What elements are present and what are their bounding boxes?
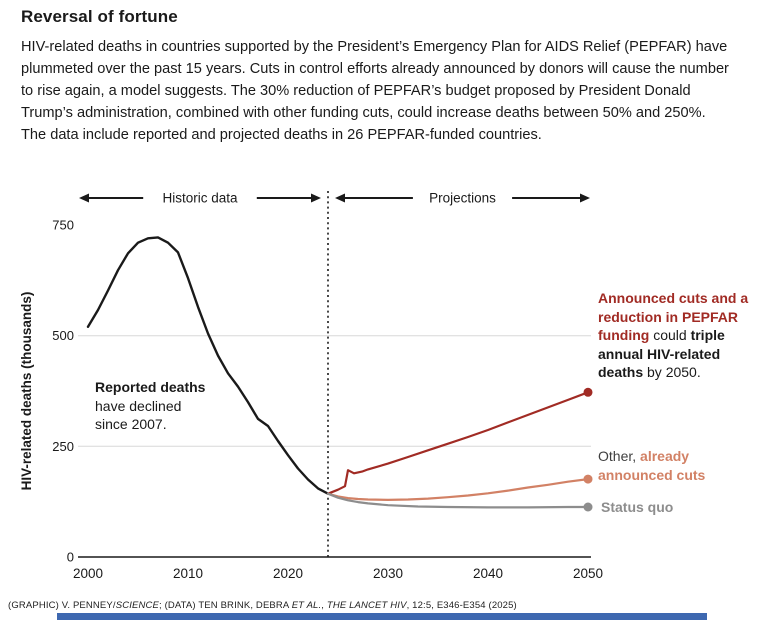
credit-p4: , 12:5, E346-E354 (2025) [406,600,517,611]
chart-description: HIV-related deaths in countries supporte… [21,39,729,143]
series-end-dot-3 [583,502,593,512]
credit-p1: (GRAPHIC) V. PENNEY/ [8,600,116,611]
chart-canvas: 0 250 500 750 2000 2010 2020 2030 2040 2050 HIV-re… [19,191,603,582]
series-end-dot-2 [583,474,593,484]
region-label: Projections [429,191,496,206]
series-line-3 [326,492,590,509]
x-tick-label: 2040 [473,566,503,581]
x-tick-label: 2010 [173,566,203,581]
annotation-cuts-mid: could [649,327,691,343]
y-tick-label: 250 [52,439,74,454]
arrow-head-left [79,193,89,203]
annotation-cuts-bold: triple annual HIV-related deaths [598,327,725,380]
credit-p3: , [321,600,327,611]
x-tick-label: 2050 [573,566,603,581]
credit-line: (GRAPHIC) V. PENNEY/SCIENCE; (DATA) TEN … [8,600,517,611]
annotation-reported-bold: Reported deaths [95,379,206,395]
annotation-cuts-end: by 2050. [643,364,701,380]
series-line-0 [86,236,330,495]
credit-i3: THE LANCET HIV [326,600,407,611]
annotation-other-cuts: Other, already announced cuts [598,447,748,484]
series-end-dot-1 [583,387,593,397]
region-label: Historic data [162,191,238,206]
x-tick-label: 2000 [73,566,103,581]
credit-i2: ET AL. [291,600,322,611]
x-tick-label: 2020 [273,566,303,581]
arrow-head-right [311,193,321,203]
series-line-2 [326,478,590,501]
annotation-cuts-highlight: Announced cuts and a reduction in PEPFAR… [598,290,749,343]
credit-p2: ; (DATA) TEN BRINK, DEBRA [158,600,292,611]
annotation-reported-rest: have declined since 2007. [95,397,182,433]
y-tick-label: 750 [52,218,74,233]
y-axis-label: HIV-related deaths (thousands) [19,292,34,491]
page-title: Reversal of fortune [21,7,178,26]
annotation-other-highlight: already announced cuts [598,448,706,483]
y-tick-label: 500 [52,328,74,343]
label-status-quo: Status quo [601,499,674,515]
footer-accent-bar [57,613,707,620]
annotation-announced-cuts: Announced cuts and a reduction in PEPFAR… [598,289,753,382]
annotation-other-prefix: Other, [598,448,641,464]
y-tick-label: 0 [67,550,74,565]
x-tick-label: 2030 [373,566,403,581]
arrow-head-right [580,193,590,203]
series-line-1 [326,391,590,495]
arrow-head-left [335,193,345,203]
credit-i1: SCIENCE [115,600,159,611]
annotation-reported-deaths: Reported deaths have declined since 2007… [95,378,217,434]
